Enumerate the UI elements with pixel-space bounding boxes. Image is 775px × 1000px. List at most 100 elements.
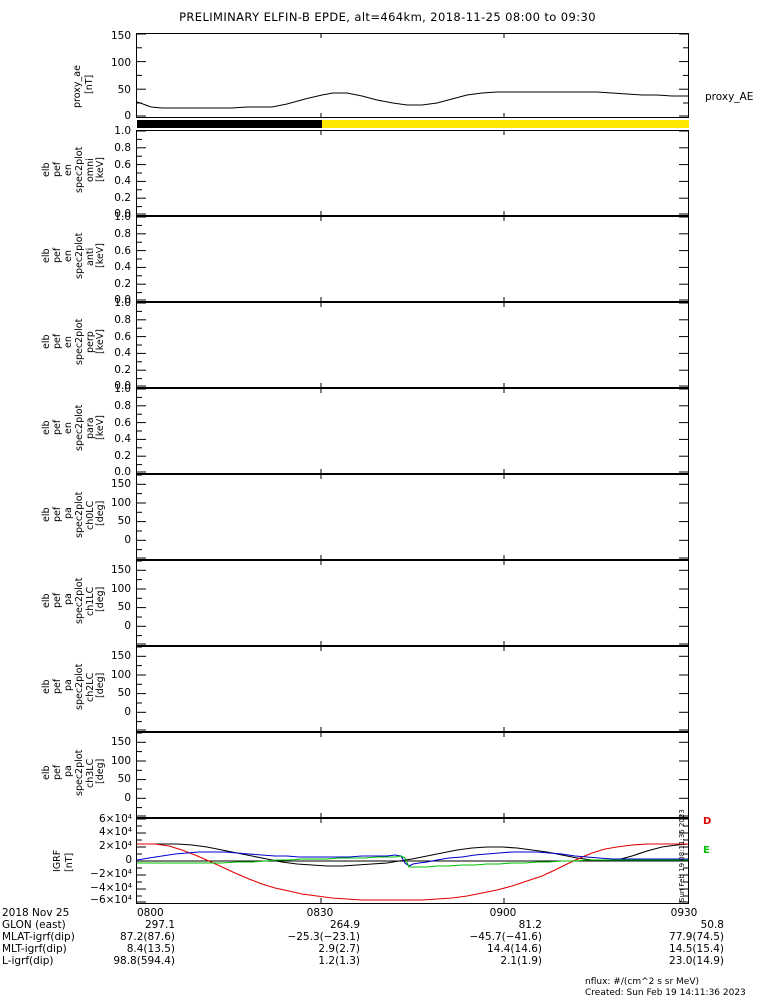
info-mlat-0800: 87.2(87.6) [120, 931, 175, 943]
ytick-igrf-m6e4: −6×10⁴ [90, 894, 132, 906]
ytick-ch0-0: 0 [124, 534, 131, 546]
ytick-ch2-100: 100 [110, 669, 131, 681]
axis-title-igrf-unit: [nT] [64, 852, 75, 872]
panel-pa-ch3lc [136, 732, 689, 818]
en-para-grid [137, 389, 688, 473]
info-label-glon: GLON (east) [2, 919, 66, 931]
axis-title-perp-pef: pef [52, 333, 63, 349]
panel-pa-ch0lc [136, 474, 689, 560]
axis-title-ch1-elb: elb [41, 593, 52, 608]
axis-title-anti-unit: [keV] [95, 243, 106, 268]
axis-title-ch2-spec: spec2plot [74, 663, 85, 710]
axis-title-perp-unit: [keV] [95, 329, 106, 354]
ytick-anti-0.2: 0.2 [114, 278, 131, 290]
igrf-legend-d: D [703, 816, 712, 827]
axis-title-para-spec: spec2plot [74, 404, 85, 451]
info-mlt-0830: 2.9(2.7) [318, 943, 360, 955]
ytick-proxy-100: 100 [110, 57, 131, 69]
axis-title-omni-pef: pef [52, 161, 63, 177]
ytick-ch2-50: 50 [117, 687, 131, 699]
ytick-ch0-50: 50 [117, 515, 131, 527]
ytick-igrf-6e4: 6×10⁴ [98, 813, 132, 825]
ytick-ch1-100: 100 [110, 583, 131, 595]
panel-en-para [136, 388, 689, 474]
axis-title-ch2-unit: [deg] [95, 672, 106, 698]
axis-title-ch1-pef: pef [52, 592, 63, 608]
status-bar-black [137, 120, 322, 128]
axis-title-ch3-pef: pef [52, 764, 63, 780]
axis-title-para-en: en [63, 422, 74, 434]
axis-title-anti-en: en [63, 250, 74, 262]
ytick-anti-0.0: 0.0 [114, 294, 131, 306]
ytick-proxy-0: 0 [124, 110, 131, 122]
axis-title-anti-elb: elb [41, 248, 52, 263]
ytick-ch1-0: 0 [124, 620, 131, 632]
axis-title-ch1-unit: [deg] [95, 586, 106, 612]
ytick-ch2-0: 0 [124, 706, 131, 718]
axis-title-para-unit: [keV] [95, 415, 106, 440]
ytick-para-0.6: 0.6 [114, 417, 131, 429]
axis-title-omni-en: en [63, 164, 74, 176]
axis-title-igrf-name: IGRF [52, 849, 63, 872]
ytick-para-1.0: 1.0 [114, 383, 131, 395]
info-glon-0800: 297.1 [144, 919, 175, 931]
ytick-proxy-50: 50 [117, 84, 131, 96]
ytick-igrf-2e4: 2×10⁴ [98, 840, 132, 852]
xtick-0900: 0900 [489, 907, 517, 919]
axis-title-ch2-pa: pa [63, 679, 74, 691]
info-l-0930: 23.0(14.9) [669, 955, 724, 967]
axis-title-proxy-ae-unit: [nT] [84, 74, 95, 94]
axis-title-perp-en: en [63, 336, 74, 348]
axis-title-ch0-unit: [deg] [95, 500, 106, 526]
ytick-omni-0.8: 0.8 [114, 142, 131, 154]
ytick-ch3-0: 0 [124, 792, 131, 804]
axis-title-omni-spec: spec2plot [74, 146, 85, 193]
ytick-igrf-m2e4: −2×10⁴ [90, 868, 132, 880]
axis-title-anti-pef: pef [52, 247, 63, 263]
ytick-omni-0.0: 0.0 [114, 208, 131, 220]
axis-title-para-pef: pef [52, 419, 63, 435]
ytick-para-0.0: 0.0 [114, 466, 131, 478]
info-l-0830: 1.2(1.3) [318, 955, 360, 967]
igrf-legend-e: E [703, 845, 710, 856]
info-glon-0930: 50.8 [700, 919, 724, 931]
axis-title-omni-unit: [keV] [95, 157, 106, 182]
ytick-igrf-0: 0 [125, 854, 132, 866]
pa-ch1lc-grid [137, 561, 688, 645]
xtick-0830: 0830 [306, 907, 334, 919]
axis-title-anti-spec: spec2plot [74, 232, 85, 279]
axis-title-ch0-spec: spec2plot [74, 491, 85, 538]
info-label-mlt: MLT-igrf(dip) [2, 943, 67, 955]
ytick-para-0.8: 0.8 [114, 400, 131, 412]
footnote-created: Created: Sun Feb 19 14:11:36 2023 [585, 988, 746, 998]
info-mlt-0900: 14.4(14.6) [487, 943, 542, 955]
axis-title-para-elb: elb [41, 420, 52, 435]
axis-title-ch1-pa: pa [63, 593, 74, 605]
axis-title-ch3-unit: [deg] [95, 758, 106, 784]
rotated-created-stamp: Sun Feb 19 08:11:36 2023 [678, 809, 686, 902]
ytick-anti-0.8: 0.8 [114, 228, 131, 240]
panel-igrf [136, 818, 689, 904]
ytick-ch2-150: 150 [110, 650, 131, 662]
pa-ch3lc-grid [137, 733, 688, 817]
ytick-omni-1.0: 1.0 [114, 125, 131, 137]
legend-proxy-ae: proxy_AE [705, 91, 754, 103]
ytick-perp-1.0: 1.0 [114, 297, 131, 309]
ytick-ch0-150: 150 [110, 478, 131, 490]
page-title: PRELIMINARY ELFIN-B EPDE, alt=464km, 201… [179, 10, 596, 24]
info-mlt-0800: 8.4(13.5) [126, 943, 175, 955]
ytick-perp-0.6: 0.6 [114, 331, 131, 343]
panel-pa-ch1lc [136, 560, 689, 646]
axis-title-ch2-pef: pef [52, 678, 63, 694]
en-perp-grid [137, 303, 688, 387]
panel-pa-ch2lc [136, 646, 689, 732]
ytick-anti-0.4: 0.4 [114, 261, 131, 273]
info-l-0800: 98.8(594.4) [113, 955, 175, 967]
ytick-perp-0.8: 0.8 [114, 314, 131, 326]
ytick-para-0.4: 0.4 [114, 433, 131, 445]
panel-en-omni [136, 130, 689, 216]
info-label-l: L-igrf(dip) [2, 955, 54, 967]
ytick-perp-0.0: 0.0 [114, 380, 131, 392]
ytick-ch1-50: 50 [117, 601, 131, 613]
